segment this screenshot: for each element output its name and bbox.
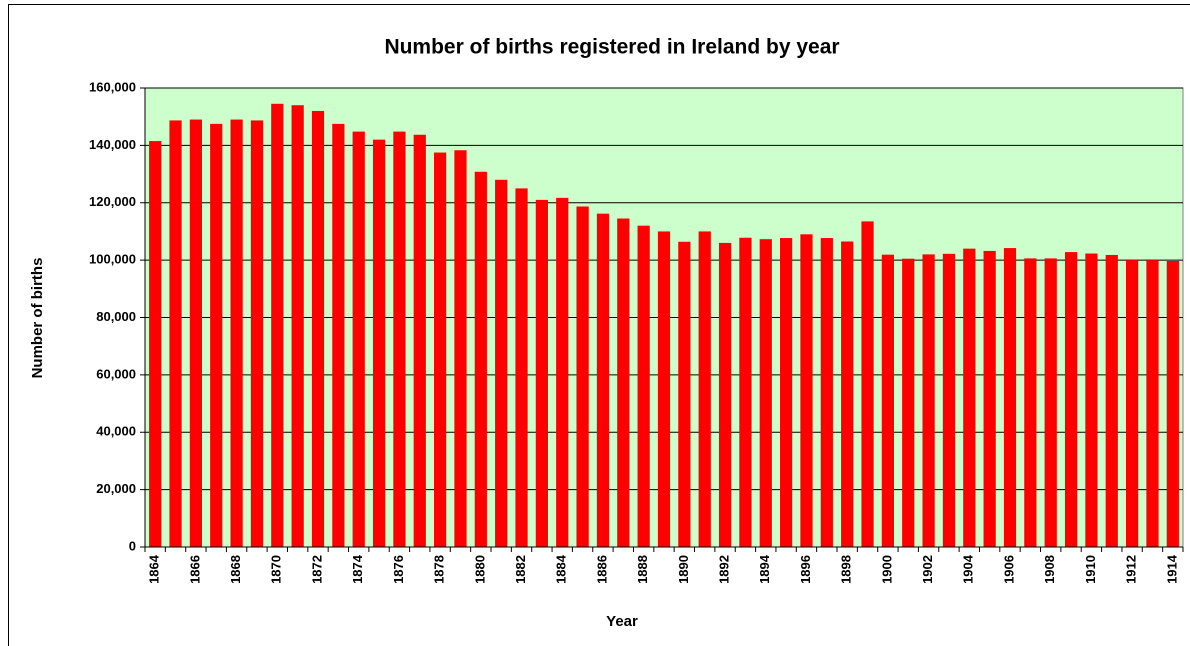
bar — [230, 119, 243, 548]
bar — [596, 213, 610, 547]
bar — [759, 239, 772, 548]
x-tick-label: 1912 — [1124, 555, 1139, 584]
x-tick-label: 1900 — [879, 555, 894, 584]
bar — [881, 254, 894, 547]
x-tick-label: 1910 — [1083, 555, 1098, 584]
y-tick-label: 40,000 — [96, 424, 136, 439]
bar — [617, 218, 630, 547]
bar — [902, 258, 915, 547]
bar — [495, 179, 508, 548]
bar — [1085, 253, 1098, 548]
x-tick-label: 1908 — [1042, 555, 1057, 584]
bar — [657, 231, 671, 547]
x-tick-label: 1890 — [676, 555, 691, 584]
x-axis-label: Year — [606, 613, 638, 630]
x-tick-label: 1914 — [1164, 554, 1179, 584]
x-tick-label: 1876 — [391, 555, 406, 584]
x-tick-label: 1892 — [716, 555, 731, 584]
x-tick-label: 1864 — [147, 554, 162, 584]
bar — [372, 139, 386, 547]
chart-border — [8, 4, 1190, 646]
x-tick-label: 1894 — [757, 554, 772, 584]
bar — [922, 254, 935, 547]
bar — [454, 150, 467, 547]
bar — [1166, 260, 1179, 547]
y-tick-label: 60,000 — [96, 366, 136, 381]
x-tick-label: 1906 — [1001, 555, 1016, 584]
y-tick-label: 160,000 — [89, 79, 136, 94]
bar — [942, 253, 956, 547]
bar — [393, 131, 406, 548]
bar — [576, 206, 589, 547]
bar — [413, 134, 426, 547]
bar — [332, 123, 345, 547]
x-tick-label: 1866 — [187, 555, 202, 584]
x-tick-label: 1902 — [920, 555, 935, 584]
bar — [291, 105, 304, 548]
x-tick-label: 1870 — [269, 555, 284, 584]
bar — [1146, 260, 1159, 547]
bar — [1105, 254, 1118, 547]
x-tick-label: 1904 — [961, 554, 976, 584]
bar — [800, 234, 813, 547]
bar — [698, 231, 711, 547]
bar — [637, 225, 650, 547]
x-tick-label: 1888 — [635, 555, 650, 584]
bar — [983, 250, 996, 547]
bar — [149, 141, 162, 547]
y-tick-label: 140,000 — [89, 137, 136, 152]
bar — [189, 119, 202, 548]
bar — [1044, 258, 1057, 547]
bar — [678, 241, 691, 547]
bar — [861, 221, 874, 547]
bar — [271, 103, 284, 547]
y-tick-label: 100,000 — [89, 252, 136, 267]
x-tick-label: 1884 — [554, 554, 569, 584]
y-axis-label: Number of births — [29, 258, 46, 379]
x-tick-label: 1898 — [839, 555, 854, 584]
bar — [474, 171, 487, 547]
x-tick-label: 1878 — [432, 555, 447, 584]
bar — [1003, 248, 1017, 548]
bar — [556, 197, 569, 548]
bar — [820, 238, 833, 547]
bar — [841, 241, 854, 547]
bar — [434, 152, 447, 547]
y-tick-label: 120,000 — [89, 194, 136, 209]
bar — [535, 199, 548, 547]
x-tick-label: 1874 — [350, 554, 365, 584]
bar — [739, 237, 752, 547]
bar — [780, 238, 793, 547]
bar — [1024, 258, 1037, 547]
bar — [169, 120, 182, 548]
x-tick-label: 1882 — [513, 555, 528, 584]
bar — [311, 110, 325, 547]
x-tick-label: 1868 — [228, 555, 243, 584]
chart-title: Number of births registered in Ireland b… — [384, 36, 839, 59]
x-tick-label: 1886 — [594, 555, 609, 584]
bar — [1126, 260, 1139, 547]
bar — [515, 188, 528, 547]
bar — [1064, 252, 1078, 547]
bar — [210, 123, 223, 547]
bar — [352, 131, 365, 548]
y-tick-label: 0 — [129, 538, 136, 553]
x-tick-label: 1872 — [309, 555, 324, 584]
y-tick-label: 80,000 — [96, 309, 136, 324]
y-tick-label: 20,000 — [96, 481, 136, 496]
x-tick-label: 1880 — [472, 555, 487, 584]
bar — [963, 248, 976, 547]
x-tick-label: 1896 — [798, 555, 813, 584]
bar — [718, 242, 732, 547]
bar — [250, 120, 264, 548]
